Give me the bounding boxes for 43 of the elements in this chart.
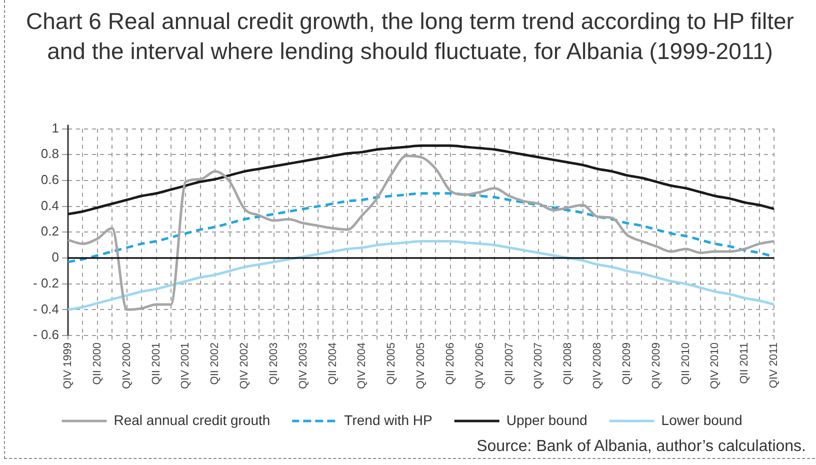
x-tick-label: QIV 2000 (120, 342, 133, 390)
x-tick-label: QIV 2009 (650, 342, 662, 390)
y-tick-label: - 0.6 (32, 327, 60, 342)
y-tick-label: 0 (52, 250, 60, 265)
x-tick-label: QIV 2010 (709, 342, 722, 390)
x-tick-label: QIV 2007 (532, 342, 545, 390)
x-tick-label: QIV 2001 (180, 342, 192, 390)
x-tick-label: QII 2003 (268, 342, 280, 385)
y-tick-label: - 0.4 (32, 301, 60, 316)
line-series (66, 240, 776, 311)
x-tick-label: QIV 2002 (238, 342, 251, 390)
line-series (66, 144, 776, 216)
y-tick-label: 0.6 (40, 172, 60, 188)
legend-label: Lower bound (661, 412, 742, 428)
x-tick-label: QII 2006 (444, 342, 456, 385)
x-tick-label: QII 2004 (326, 342, 339, 385)
x-tick-label: QIV 2004 (356, 342, 368, 390)
y-tick-label: 0.4 (40, 198, 60, 213)
legend-label: Upper bound (506, 412, 588, 428)
legend-label: Trend with HP (344, 412, 432, 428)
x-tick-label: QIV 2006 (474, 342, 486, 390)
x-tick-label: QII 2001 (150, 342, 162, 385)
source-note: Source: Bank of Albania, author’s calculations. (476, 438, 806, 456)
x-tick-label: QII 2011 (738, 342, 751, 384)
x-tick-label: QIV 2005 (415, 342, 428, 390)
x-tick-label: QII 2010 (680, 342, 692, 385)
x-tick-label: QII 2008 (562, 342, 574, 385)
line-series (66, 154, 776, 311)
x-tick-label: QIV 2003 (297, 342, 310, 390)
chart-title: Chart 6 Real annual credit growth, the long term trend according to HP filter and the interval where lending should fluctuate, for Albania (1999-2011) (25, 7, 795, 66)
y-tick-label: 0.8 (40, 146, 60, 162)
y-tick-label: - 0.2 (32, 275, 60, 290)
legend-label: Real annual credit grouth (114, 412, 270, 428)
x-tick-label: QII 2007 (503, 342, 516, 385)
x-tick-label: QII 2009 (620, 342, 633, 385)
x-tick-label: QIV 2008 (592, 342, 604, 390)
y-tick-label: 1 (52, 120, 60, 136)
x-tick-label: QIV 1999 (62, 342, 74, 390)
x-tick-label: QII 2002 (209, 342, 222, 385)
y-tick-label: 0.2 (40, 224, 60, 239)
x-tick-label: QIV 2011 (768, 342, 780, 388)
x-tick-label: QII 2005 (386, 342, 398, 385)
x-tick-label: QII 2000 (91, 342, 104, 385)
